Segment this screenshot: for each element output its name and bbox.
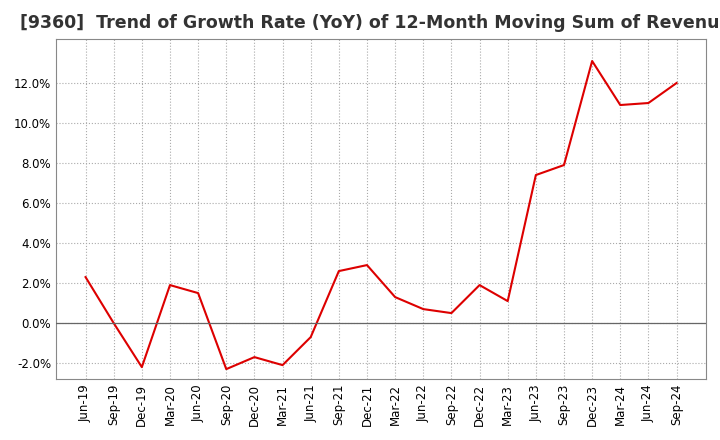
- Title: [9360]  Trend of Growth Rate (YoY) of 12-Month Moving Sum of Revenues: [9360] Trend of Growth Rate (YoY) of 12-…: [20, 14, 720, 32]
